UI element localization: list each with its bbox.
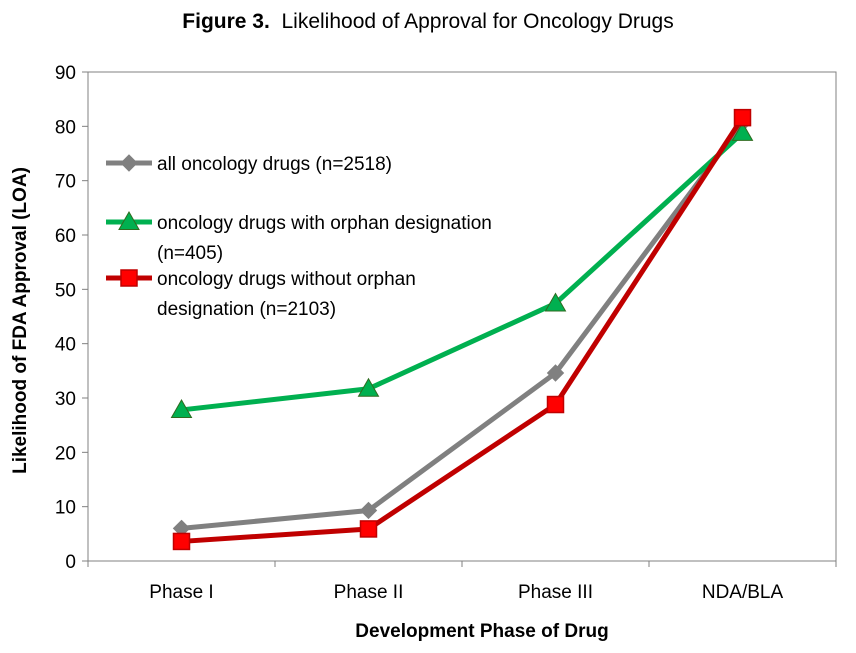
chart-title: Figure 3. Likelihood of Approval for Onc… — [0, 10, 856, 34]
x-tick-label: NDA/BLA — [702, 582, 784, 603]
y-tick-label: 50 — [55, 280, 76, 301]
y-tick-label: 90 — [55, 63, 76, 84]
y-tick-label: 0 — [65, 552, 76, 573]
x-axis-title: Development Phase of Drug — [355, 621, 608, 642]
data-point — [359, 501, 378, 520]
legend-item: all oncology drugs (n=2518) — [106, 154, 392, 175]
y-tick-label: 60 — [55, 226, 76, 247]
legend: all oncology drugs (n=2518) oncology drug… — [106, 154, 492, 320]
series-diamond — [172, 114, 752, 538]
series-line — [181, 131, 745, 413]
x-tick-label: Phase III — [518, 582, 593, 603]
legend-item: oncology drugs without orphan designation… — [106, 269, 416, 320]
figure-number: Figure 3. — [182, 10, 270, 33]
data-point — [731, 121, 754, 141]
axes: 0 10 20 30 40 50 60 70 80 90 Phase I Phase II Phase … — [10, 63, 837, 642]
data-point — [170, 398, 193, 418]
legend-swatch-marker — [118, 210, 140, 230]
data-point — [546, 364, 565, 382]
x-tick-label: Phase I — [149, 582, 213, 603]
y-tick-label: 70 — [55, 172, 76, 193]
data-point — [733, 108, 752, 127]
legend-label: oncology drugs without orphan — [157, 269, 416, 290]
y-tick-label: 30 — [55, 389, 76, 410]
legend-swatch-marker — [120, 154, 138, 172]
y-tick-label: 10 — [55, 498, 76, 519]
series-line — [181, 116, 745, 544]
y-tick-label: 80 — [55, 117, 76, 138]
y-tick-label: 20 — [55, 443, 76, 464]
legend-swatch-marker — [120, 269, 138, 287]
data-point — [172, 532, 191, 551]
y-axis-title: Likelihood of FDA Approval (LOA) — [10, 167, 31, 474]
data-point — [357, 377, 380, 397]
series-triangle — [170, 121, 754, 418]
series-square — [172, 108, 752, 551]
data-point — [544, 292, 567, 312]
series-line — [181, 121, 745, 531]
legend-item: oncology drugs with orphan designation (n… — [106, 210, 492, 264]
legend-label: (n=405) — [157, 243, 223, 264]
legend-label: oncology drugs with orphan designation — [157, 213, 492, 234]
legend-label: designation (n=2103) — [157, 299, 336, 320]
figure-title-text: Likelihood of Approval for Oncology Drug… — [281, 10, 674, 33]
series-layer — [170, 108, 754, 551]
x-tick-label: Phase II — [334, 582, 404, 603]
legend-label: all oncology drugs (n=2518) — [157, 154, 392, 175]
data-point — [546, 395, 565, 414]
y-tick-label: 40 — [55, 335, 76, 356]
data-point — [359, 520, 378, 538]
